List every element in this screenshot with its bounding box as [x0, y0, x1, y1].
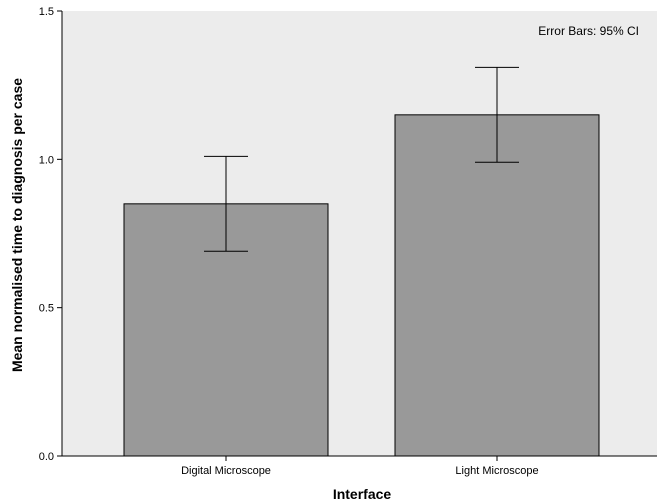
- y-tick-label-2: 1.0: [39, 154, 54, 166]
- x-tick-label-0: Digital Microscope: [181, 465, 271, 477]
- y-axis-title: Mean normalised time to diagnosis per ca…: [9, 78, 25, 372]
- y-tick-label-0: 0.0: [39, 451, 54, 463]
- error-bars-layer: [204, 66, 519, 252]
- bar-1: [394, 114, 600, 457]
- y-tick-label-3: 1.5: [39, 6, 54, 18]
- error-bars-annotation: Error Bars: 95% CI: [538, 24, 639, 38]
- x-axis-title: Interface: [333, 486, 392, 502]
- labels-layer: Digital Microscope Light Microscope 0.0 0.5…: [39, 6, 539, 477]
- axes-layer: [57, 10, 657, 461]
- y-tick-label-1: 0.5: [39, 303, 54, 315]
- x-tick-label-1: Light Microscope: [455, 465, 538, 477]
